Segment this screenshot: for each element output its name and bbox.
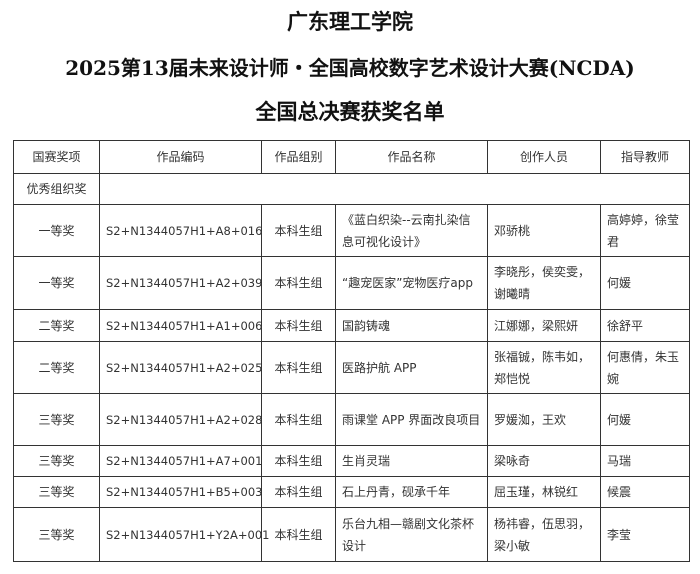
table-row: 三等奖 S2+N1344057H1+B5+003 本科生组 石上丹青，砚承千年 屈玉瑾，… xyxy=(13,476,690,508)
cell-work-name: 《蓝白织染--云南扎染信息可视化设计》 xyxy=(335,204,488,257)
cell-group: 本科生组 xyxy=(261,204,336,257)
cell-award: 三等奖 xyxy=(13,393,100,446)
cell-group: 本科生组 xyxy=(261,507,336,562)
cell-code: S2+N1344057H1+Y2A+001 xyxy=(99,507,269,562)
cell-work-name: 国韵铸魂 xyxy=(335,309,488,342)
cell-work-name: 雨课堂 APP 界面改良项目 xyxy=(335,393,488,446)
header-teacher: 指导教师 xyxy=(600,140,690,174)
header-group: 作品组别 xyxy=(261,140,336,174)
table-row: 一等奖 S2+N1344057H1+A2+039 本科生组 “趣宠医家”宠物医疗app… xyxy=(13,256,690,310)
cell-award: 一等奖 xyxy=(13,256,100,310)
cell-creators: 李晓彤，侯奕雯，谢曦晴 xyxy=(487,256,601,310)
cell-creators: 张福铖，陈韦如，郑恺悦 xyxy=(487,341,601,394)
header-creators: 创作人员 xyxy=(487,140,601,174)
cell-teacher: 何媛 xyxy=(600,256,690,310)
table-row: 三等奖 S2+N1344057H1+A2+028 本科生组 雨课堂 APP 界面改良项… xyxy=(13,393,690,446)
cell-work-name: 医路护航 APP xyxy=(335,341,488,394)
cell-code: S2+N1344057H1+B5+003 xyxy=(99,476,262,508)
cell-award: 二等奖 xyxy=(13,309,100,342)
list-title: 全国总决赛获奖名单 xyxy=(255,99,445,124)
cell-work-name: 乐台九相—赣剧文化茶杯设计 xyxy=(335,507,488,562)
cell-teacher: 何媛 xyxy=(600,393,690,446)
table-row: 二等奖 S2+N1344057H1+A1+006 本科生组 国韵铸魂 江娜娜，梁熙妍 徐舒… xyxy=(13,309,690,342)
cell-award: 三等奖 xyxy=(13,507,100,562)
cell-group: 本科生组 xyxy=(261,341,336,394)
org-award-row: 优秀组织奖 xyxy=(13,173,690,205)
cell-teacher: 高婷婷，徐莹君 xyxy=(600,204,690,257)
table-row: 一等奖 S2+N1344057H1+A8+016 本科生组 《蓝白织染--云南扎染信息… xyxy=(13,204,690,257)
org-award-label: 优秀组织奖 xyxy=(13,173,100,205)
table-row: 二等奖 S2+N1344057H1+A2+025 本科生组 医路护航 APP 张福铖，陈… xyxy=(13,341,690,394)
cell-creators: 邓骄桃 xyxy=(487,204,601,257)
cell-creators: 罗媛洳，王欢 xyxy=(487,393,601,446)
cell-code: S2+N1344057H1+A8+016 xyxy=(99,204,262,257)
cell-group: 本科生组 xyxy=(261,393,336,446)
award-table: 国赛奖项 作品编码 作品组别 作品名称 创作人员 指导教师 优秀组织奖 一等奖 S… xyxy=(13,140,690,562)
table-row: 三等奖 S2+N1344057H1+Y2A+001 本科生组 乐台九相—赣剧文化茶杯设… xyxy=(13,507,690,562)
cell-group: 本科生组 xyxy=(261,309,336,342)
cell-work-name: 石上丹青，砚承千年 xyxy=(335,476,488,508)
cell-code: S2+N1344057H1+A7+001 xyxy=(99,445,262,477)
header-award: 国赛奖项 xyxy=(13,140,100,174)
school-name: 广东理工学院 xyxy=(287,9,413,34)
cell-creators: 梁咏奇 xyxy=(487,445,601,477)
cell-code: S2+N1344057H1+A1+006 xyxy=(99,309,262,342)
cell-group: 本科生组 xyxy=(261,445,336,477)
table-header-row: 国赛奖项 作品编码 作品组别 作品名称 创作人员 指导教师 xyxy=(13,140,690,174)
cell-work-name: “趣宠医家”宠物医疗app xyxy=(335,256,488,310)
cell-group: 本科生组 xyxy=(261,476,336,508)
cell-work-name: 生肖灵瑞 xyxy=(335,445,488,477)
cell-teacher: 马瑞 xyxy=(600,445,690,477)
cell-teacher: 徐舒平 xyxy=(600,309,690,342)
cell-award: 二等奖 xyxy=(13,341,100,394)
cell-award: 三等奖 xyxy=(13,476,100,508)
header-work-name: 作品名称 xyxy=(335,140,488,174)
table-row: 三等奖 S2+N1344057H1+A7+001 本科生组 生肖灵瑞 梁咏奇 马瑞 xyxy=(13,445,690,477)
header-code: 作品编码 xyxy=(99,140,262,174)
competition-title: 2025第13届未来设计师・全国高校数字艺术设计大赛(NCDA) xyxy=(65,56,635,80)
cell-award: 三等奖 xyxy=(13,445,100,477)
cell-creators: 杨祎睿，伍思羽，梁小敏 xyxy=(487,507,601,562)
cell-creators: 屈玉瑾，林锐红 xyxy=(487,476,601,508)
cell-code: S2+N1344057H1+A2+028 xyxy=(99,393,262,446)
cell-group: 本科生组 xyxy=(261,256,336,310)
cell-teacher: 候震 xyxy=(600,476,690,508)
cell-code: S2+N1344057H1+A2+039 xyxy=(99,256,262,310)
cell-teacher: 李莹 xyxy=(600,507,690,562)
cell-teacher: 何惠倩，朱玉婉 xyxy=(600,341,690,394)
org-award-empty xyxy=(99,173,690,205)
cell-creators: 江娜娜，梁熙妍 xyxy=(487,309,601,342)
cell-code: S2+N1344057H1+A2+025 xyxy=(99,341,262,394)
cell-award: 一等奖 xyxy=(13,204,100,257)
